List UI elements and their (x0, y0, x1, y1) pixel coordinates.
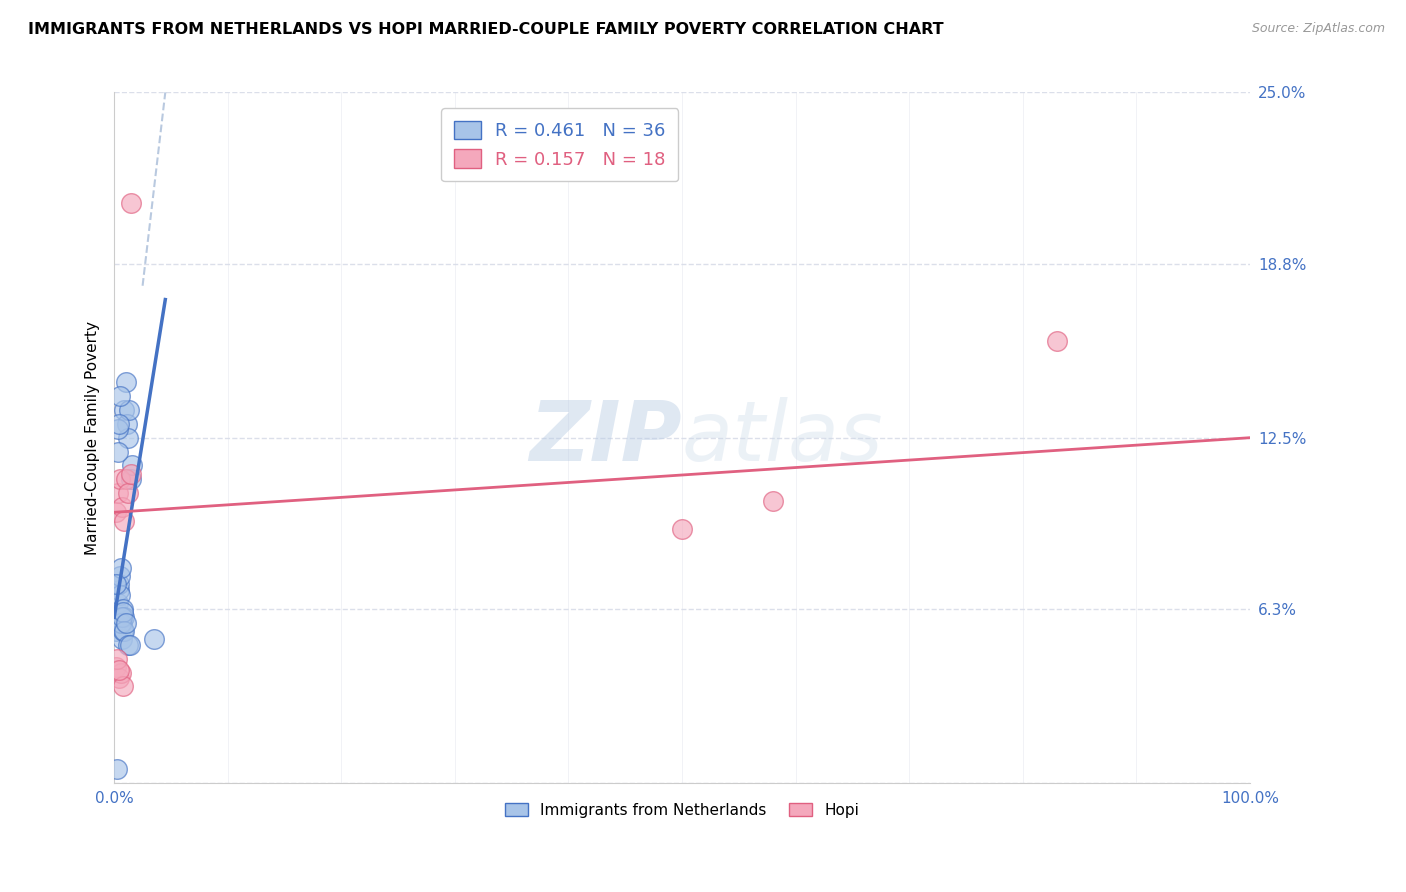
Point (112, 679, 135, 693)
Text: IMMIGRANTS FROM NETHERLANDS VS HOPI MARRIED-COUPLE FAMILY POVERTY CORRELATION CH: IMMIGRANTS FROM NETHERLANDS VS HOPI MARR… (28, 22, 943, 37)
Point (112, 514, 135, 528)
Point (114, 472, 136, 486)
Point (105, 577, 128, 591)
Point (762, 494, 785, 508)
Point (120, 638, 142, 652)
Point (118, 403, 141, 417)
Point (107, 486, 129, 500)
Point (111, 500, 134, 514)
Point (111, 615, 134, 630)
Point (114, 376, 136, 390)
Point (112, 610, 135, 624)
Point (107, 422, 129, 436)
Text: atlas: atlas (682, 397, 884, 478)
Point (105, 660, 128, 674)
Point (112, 403, 135, 417)
Text: Source: ZipAtlas.com: Source: ZipAtlas.com (1251, 22, 1385, 36)
Point (112, 605, 135, 619)
Point (110, 632, 132, 647)
Legend: Immigrants from Netherlands, Hopi: Immigrants from Netherlands, Hopi (499, 797, 866, 823)
Point (110, 588, 132, 602)
Point (111, 610, 134, 624)
Point (110, 615, 132, 630)
Point (108, 569, 131, 583)
Point (120, 467, 142, 481)
Point (108, 577, 131, 591)
Point (107, 582, 129, 597)
Point (117, 431, 139, 445)
Point (104, 505, 127, 519)
Point (105, 615, 128, 630)
Point (110, 665, 132, 680)
Point (107, 605, 129, 619)
Point (108, 389, 131, 403)
Point (108, 663, 131, 677)
Point (105, 610, 128, 624)
Point (104, 624, 127, 639)
Point (107, 597, 129, 611)
Point (112, 624, 135, 639)
Text: ZIP: ZIP (530, 397, 682, 478)
Point (107, 671, 129, 685)
Point (117, 486, 139, 500)
Point (671, 522, 693, 536)
Point (142, 632, 165, 647)
Point (121, 458, 143, 473)
Point (108, 472, 131, 486)
Point (105, 762, 128, 776)
Point (120, 472, 142, 486)
Point (120, 195, 142, 210)
Point (112, 624, 135, 639)
Point (114, 615, 136, 630)
Point (117, 638, 139, 652)
Point (115, 417, 138, 431)
Y-axis label: Married-Couple Family Poverty: Married-Couple Family Poverty (86, 321, 100, 555)
Point (107, 444, 129, 458)
Point (105, 651, 128, 665)
Point (111, 602, 134, 616)
Point (1046, 334, 1069, 348)
Point (107, 417, 129, 431)
Point (110, 560, 132, 574)
